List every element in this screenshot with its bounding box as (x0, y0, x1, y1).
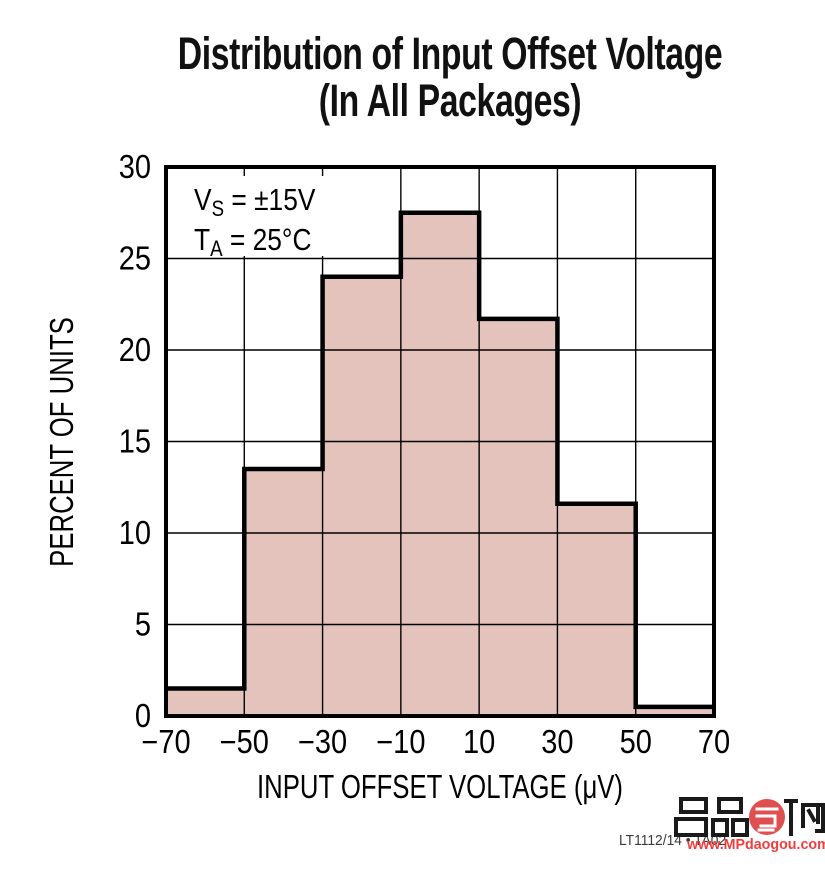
test-conditions: VS = ±15V TA = 25°C (194, 184, 315, 264)
x-tick-label: 70 (698, 723, 730, 760)
y-axis-title: PERCENT OF UNITS (44, 317, 81, 567)
y-tick-label: 10 (119, 514, 151, 551)
x-tick-label: −70 (141, 723, 190, 760)
watermark-url: www.MPdaogou.com (687, 836, 825, 853)
supply-voltage-condition: VS = ±15V (194, 184, 315, 224)
y-tick-label: 5 (135, 606, 151, 643)
plot-frame (164, 165, 716, 718)
x-tick-label: −50 (220, 723, 269, 760)
x-tick-label: 10 (463, 723, 495, 760)
ta-subscript: A (210, 236, 223, 261)
x-tick-label: 50 (620, 723, 652, 760)
y-tick-label: 30 (119, 148, 151, 185)
temperature-condition: TA = 25°C (194, 224, 315, 264)
logo-circle-glyph (755, 807, 779, 832)
annotation-backdrop (169, 176, 337, 256)
logo-glyph-stroke (731, 818, 749, 837)
y-tick-label: 0 (135, 697, 151, 734)
logo-glyph-stroke (711, 818, 729, 837)
x-axis-title: INPUT OFFSET VOLTAGE (μV) (257, 769, 623, 806)
histogram-fill (166, 212, 714, 716)
chart-title-line2: (In All Packages) (318, 75, 582, 126)
chart-title: Distribution of Input Offset Voltage (In… (169, 30, 732, 124)
vs-symbol: V (194, 182, 212, 217)
x-tick-label: 30 (541, 723, 573, 760)
y-tick-label: 25 (119, 240, 151, 277)
chart-title-line1: Distribution of Input Offset Voltage (177, 28, 723, 79)
y-tick-label: 20 (119, 331, 151, 368)
x-tick-label: −10 (376, 723, 425, 760)
x-tick-label: −30 (298, 723, 347, 760)
watermark: 名品导购 www.MPdaogou.com (673, 796, 825, 860)
watermark-logo (674, 797, 825, 837)
ta-value: = 25°C (222, 222, 312, 257)
vs-value: = ±15V (224, 182, 316, 217)
logo-glyph-stroke (679, 797, 708, 814)
y-tick-label: 15 (119, 423, 151, 460)
plot-generated-layers: 0 5 10 15 20 25 30 −70 −50 −30 −10 10 30 50 70 (119, 148, 730, 760)
logo-glyph-stroke (674, 817, 708, 837)
ta-symbol: T (194, 222, 211, 257)
histogram-outline (166, 210, 714, 710)
logo-glyph-stroke (784, 799, 825, 836)
vs-subscript: S (211, 196, 225, 221)
logo-glyph-stroke (717, 797, 743, 814)
